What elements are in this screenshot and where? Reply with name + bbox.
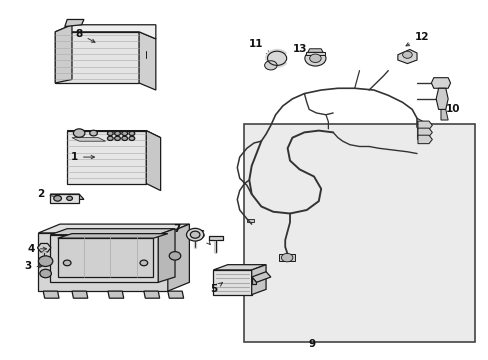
Polygon shape — [58, 238, 153, 277]
Circle shape — [129, 131, 135, 136]
Polygon shape — [72, 291, 88, 298]
Polygon shape — [108, 291, 123, 298]
Polygon shape — [72, 138, 105, 141]
Circle shape — [169, 252, 181, 260]
Circle shape — [73, 129, 85, 137]
Circle shape — [122, 136, 127, 140]
Circle shape — [54, 195, 61, 201]
Polygon shape — [167, 224, 189, 291]
Circle shape — [402, 51, 411, 58]
Polygon shape — [167, 291, 183, 298]
Polygon shape — [50, 235, 158, 282]
Polygon shape — [251, 277, 256, 284]
Circle shape — [281, 253, 292, 262]
Polygon shape — [158, 229, 175, 282]
Circle shape — [39, 256, 53, 266]
Polygon shape — [67, 131, 146, 184]
Polygon shape — [435, 88, 447, 109]
Circle shape — [107, 131, 113, 136]
Circle shape — [114, 136, 120, 140]
Text: 1: 1 — [71, 152, 94, 162]
Polygon shape — [397, 49, 416, 64]
Text: 7: 7 — [173, 224, 190, 238]
Polygon shape — [440, 109, 447, 120]
Polygon shape — [213, 265, 265, 270]
Circle shape — [63, 260, 71, 266]
Text: 11: 11 — [249, 39, 269, 54]
Text: 2: 2 — [37, 189, 58, 199]
Polygon shape — [307, 49, 323, 52]
Circle shape — [186, 228, 203, 241]
Circle shape — [309, 54, 321, 63]
Polygon shape — [279, 254, 294, 261]
Polygon shape — [50, 194, 79, 203]
Polygon shape — [146, 131, 160, 190]
Polygon shape — [417, 128, 431, 136]
Polygon shape — [39, 233, 167, 291]
Polygon shape — [430, 78, 449, 88]
Text: 6: 6 — [197, 230, 210, 244]
Circle shape — [140, 260, 147, 266]
Polygon shape — [55, 32, 139, 83]
Circle shape — [304, 50, 325, 66]
Polygon shape — [251, 265, 265, 294]
Circle shape — [107, 136, 113, 140]
Polygon shape — [143, 291, 160, 298]
Polygon shape — [251, 272, 270, 282]
Circle shape — [129, 136, 135, 140]
Polygon shape — [50, 194, 84, 199]
Polygon shape — [55, 25, 72, 83]
Polygon shape — [213, 270, 251, 294]
Circle shape — [89, 130, 97, 136]
Circle shape — [267, 51, 286, 66]
Polygon shape — [38, 243, 51, 252]
Text: 10: 10 — [439, 103, 459, 114]
Polygon shape — [139, 32, 156, 90]
Polygon shape — [305, 52, 325, 55]
Text: 13: 13 — [292, 45, 312, 58]
Polygon shape — [50, 229, 175, 235]
Polygon shape — [64, 19, 84, 27]
Text: 3: 3 — [24, 261, 41, 271]
Text: 4: 4 — [27, 244, 46, 254]
Polygon shape — [58, 234, 167, 238]
Text: 8: 8 — [75, 28, 95, 42]
Text: 5: 5 — [209, 283, 222, 294]
Polygon shape — [39, 224, 189, 233]
Polygon shape — [417, 121, 431, 130]
Polygon shape — [43, 291, 59, 298]
Circle shape — [40, 269, 51, 278]
Circle shape — [114, 131, 120, 136]
Circle shape — [122, 131, 127, 136]
Circle shape — [190, 231, 200, 238]
Polygon shape — [417, 135, 431, 144]
Polygon shape — [246, 219, 254, 222]
Bar — [244, 123, 473, 342]
Polygon shape — [67, 131, 160, 138]
Circle shape — [66, 196, 72, 201]
Text: 9: 9 — [307, 339, 314, 349]
Polygon shape — [208, 237, 223, 240]
Circle shape — [264, 61, 277, 70]
Text: 12: 12 — [405, 32, 428, 46]
Polygon shape — [55, 25, 156, 39]
